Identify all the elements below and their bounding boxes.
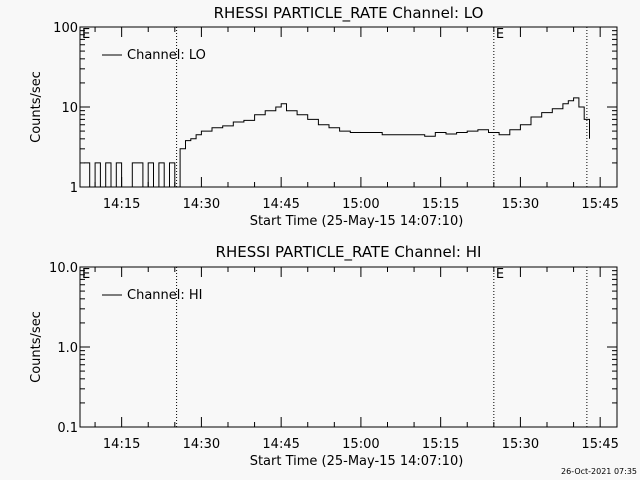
y-tick-label: 0.1 bbox=[57, 421, 78, 436]
chart-panel-1: RHESSI PARTICLE_RATE Channel: LO 1 10 100 14… bbox=[29, 4, 619, 229]
x-axis-label: Start Time (25-May-15 14:07:10) bbox=[250, 454, 464, 469]
time-marker-label: E bbox=[496, 27, 504, 42]
chart-title: RHESSI PARTICLE_RATE Channel: LO bbox=[214, 4, 484, 23]
x-tick-label: 14:45 bbox=[262, 197, 299, 212]
series-line bbox=[84, 97, 590, 188]
y-tick-label: 1 bbox=[70, 181, 78, 196]
y-tick-label: 100 bbox=[53, 21, 78, 36]
x-tick-label: 14:30 bbox=[183, 197, 220, 212]
chart-panel-2: RHESSI PARTICLE_RATE Channel: HI 0.1 1.0 10… bbox=[29, 243, 619, 469]
y-axis-label: Counts/sec bbox=[29, 71, 44, 143]
x-axis-label: Start Time (25-May-15 14:07:10) bbox=[250, 214, 464, 229]
x-tick-label: 15:45 bbox=[581, 197, 618, 212]
x-tick-label: 14:45 bbox=[262, 437, 299, 452]
x-tick-label: 15:15 bbox=[422, 197, 459, 212]
x-tick-label: 15:00 bbox=[342, 437, 379, 452]
x-tick-label: 14:30 bbox=[183, 437, 220, 452]
x-tick-label: 14:15 bbox=[103, 197, 140, 212]
x-tick-label: 15:00 bbox=[342, 197, 379, 212]
legend-entry: Channel: LO bbox=[127, 48, 206, 63]
x-tick-label: 14:15 bbox=[103, 437, 140, 452]
legend-entry: Channel: HI bbox=[127, 288, 203, 303]
footer-timestamp: 26-Oct-2021 07:35 bbox=[561, 467, 637, 476]
corner-label: E bbox=[82, 27, 90, 42]
y-tick-label: 1.0 bbox=[57, 341, 78, 356]
x-tick-label: 15:30 bbox=[502, 197, 539, 212]
y-tick-label: 10 bbox=[61, 101, 78, 116]
x-tick-label: 15:30 bbox=[502, 437, 539, 452]
corner-label: E bbox=[82, 267, 90, 282]
y-tick-label: 10.0 bbox=[49, 261, 78, 276]
x-tick-label: 15:15 bbox=[422, 437, 459, 452]
x-tick-label: 15:45 bbox=[581, 437, 618, 452]
chart-title: RHESSI PARTICLE_RATE Channel: HI bbox=[216, 243, 482, 262]
time-marker-label: E bbox=[496, 267, 504, 282]
y-axis-label: Counts/sec bbox=[29, 311, 44, 383]
